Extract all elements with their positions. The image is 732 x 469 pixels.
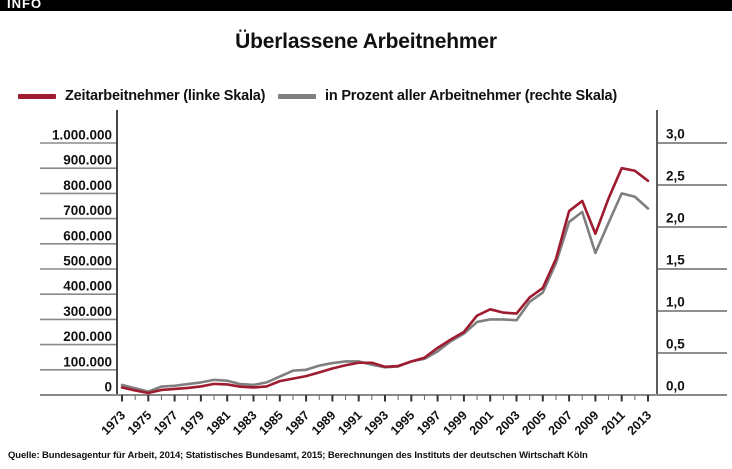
- chart-title: Überlassene Arbeitnehmer: [235, 30, 497, 53]
- x-axis-tick-label: 1989: [309, 408, 339, 438]
- series-line-prozent: [120, 192, 650, 393]
- x-axis-tick-label: 1997: [414, 408, 444, 438]
- y-axis-right-tick-label: 1,0: [666, 295, 685, 310]
- x-axis-tick-label: 1975: [125, 408, 155, 438]
- series-line-zeitarbeitnehmer: [120, 166, 650, 395]
- y-axis-left-tick-label: 900.000: [63, 153, 112, 168]
- x-axis-tick-label: 1985: [256, 408, 286, 438]
- y-axis-left-tick-label: 200.000: [63, 329, 112, 344]
- info-tag-label: INFO: [7, 0, 43, 11]
- x-axis-tick-label: 1987: [283, 408, 313, 438]
- x-axis-tick-label: 2007: [546, 408, 576, 438]
- x-axis-tick-label: 1979: [177, 408, 207, 438]
- x-axis-tick-label: 1973: [99, 408, 129, 438]
- x-axis-tick-label: 2005: [519, 408, 549, 438]
- legend: Zeitarbeitnehmer (linke Skala) in Prozen…: [0, 86, 732, 106]
- x-axis-tick-label: 1993: [362, 408, 392, 438]
- y-axis-left-tick-label: 0: [104, 380, 112, 395]
- legend-swatch-red-line: [18, 93, 56, 99]
- legend-item-zeitarbeitnehmer: Zeitarbeitnehmer (linke Skala): [18, 86, 265, 106]
- x-axis-tick-label: 1981: [204, 408, 234, 438]
- y-axis-right-tick-label: 1,5: [666, 253, 685, 268]
- x-axis-tick-label: 2009: [572, 408, 602, 438]
- y-axis-right-tick-label: 3,0: [666, 127, 685, 142]
- x-axis-tick-label: 1991: [335, 408, 365, 438]
- x-axis-tick-label: 1999: [440, 408, 470, 438]
- legend-swatch-gray-line: [278, 93, 316, 99]
- info-tag-bar: INFO: [0, 0, 732, 11]
- legend-label-zeitarbeitnehmer: Zeitarbeitnehmer (linke Skala): [65, 88, 266, 104]
- x-axis-tick-label: 2001: [467, 408, 497, 438]
- y-axis-left-tick-label: 500.000: [63, 254, 112, 269]
- y-axis-right-tick-label: 0,0: [666, 379, 685, 394]
- x-axis-tick-label: 1977: [151, 408, 181, 438]
- x-axis-tick-label: 2003: [493, 408, 523, 438]
- source-note: Quelle: Bundesagentur für Arbeit, 2014; …: [8, 450, 588, 461]
- y-axis-left-tick-label: 300.000: [63, 304, 112, 319]
- y-axis-left-tick-label: 1.000.000: [52, 128, 112, 143]
- x-axis-tick-label: 1995: [388, 408, 418, 438]
- y-axis-right-tick-label: 0,5: [666, 337, 685, 352]
- y-axis-left-tick-label: 800.000: [63, 178, 112, 193]
- legend-label-prozent: in Prozent aller Arbeitnehmer (rechte Sk…: [325, 88, 618, 104]
- y-axis-right-tick-label: 2,0: [666, 211, 685, 226]
- y-axis-left-tick-label: 100.000: [63, 354, 112, 369]
- x-axis-tick-label: 2011: [599, 408, 628, 437]
- legend-item-prozent: in Prozent aller Arbeitnehmer (rechte Sk…: [278, 86, 617, 106]
- x-axis-tick-label: 1983: [230, 408, 260, 438]
- y-axis-right-tick-label: 2,5: [666, 169, 685, 184]
- y-axis-left-tick-label: 400.000: [63, 279, 112, 294]
- x-axis-tick-label: 2013: [625, 408, 655, 438]
- y-axis-left-tick-label: 700.000: [63, 203, 112, 218]
- y-axis-left-tick-label: 600.000: [63, 228, 112, 243]
